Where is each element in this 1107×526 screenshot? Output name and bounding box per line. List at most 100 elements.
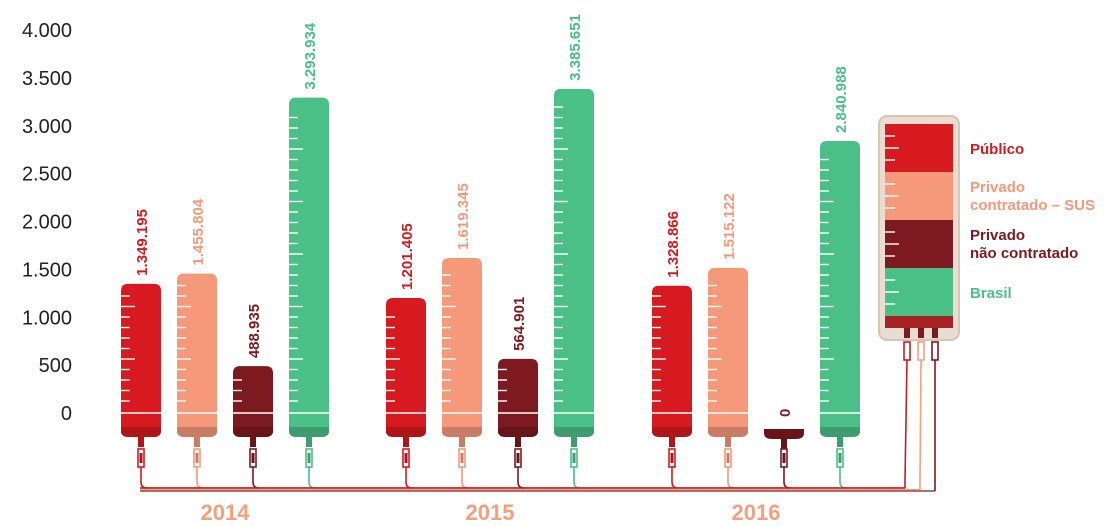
bar-valve-core [516,453,520,463]
bar-base-band [554,427,594,437]
bar-port [725,437,731,447]
bar-valve [137,448,145,468]
y-tick-label: 0 [61,403,72,425]
value-label: 1.328.866 [665,211,682,278]
bar-body [442,257,482,437]
bar-body [289,97,329,437]
y-tick-label: 3.000 [22,116,72,138]
legend-port [932,328,938,338]
value-label: 3.385.651 [567,14,584,81]
bar-base-band [498,427,538,437]
value-label: 0 [777,409,794,417]
bar-valve-core [670,453,674,463]
bar-base-band [652,427,692,437]
bar-body [233,366,273,437]
bar-2015-3 [554,88,594,468]
bar-valve [458,448,466,468]
connector-tube [839,467,847,489]
bar-valve-core [726,453,730,463]
connector-tube [196,467,204,489]
bar-body [554,88,594,437]
bar-valve [668,448,676,468]
bar-base-band [386,427,426,437]
bar-body [386,297,426,437]
connector-tube [573,467,581,489]
connector-tube [517,467,525,489]
y-tick-label: 2.500 [22,164,72,186]
bar-port [669,437,675,447]
bar-body [498,358,538,437]
bar-valve [570,448,578,468]
bar-port [403,437,409,447]
bar-2016-2 [764,429,804,468]
legend-label: Público [970,141,1024,158]
bar-valve-core [307,453,311,463]
value-label: 2.840.988 [833,66,850,133]
bar-body [820,140,860,437]
legend-label: contratado – SUS [970,197,1095,214]
bar-valve [836,448,844,468]
bar-valve [402,448,410,468]
value-label: 1.515.122 [721,193,738,260]
bar-valve [249,448,257,468]
bar-valve-core [251,453,255,463]
bar-body [708,267,748,437]
y-tick-label: 1.000 [22,307,72,329]
bar-2015-1 [442,257,482,468]
bar-base-band [121,427,161,437]
connector-tube [405,467,413,489]
y-tick-label: 500 [39,355,72,377]
y-tick-label: 3.500 [22,68,72,90]
bar-valve-core [460,453,464,463]
bar-port [138,437,144,447]
value-label: 1.455.804 [190,198,207,265]
legend-valve [903,341,911,361]
bar-valve-core [139,453,143,463]
bar-2015-2 [498,358,538,468]
connector-tube [671,467,679,489]
year-label: 2015 [466,500,515,525]
bar-body [177,273,217,437]
bar-port [459,437,465,447]
value-label: 1.619.345 [455,183,472,250]
bar-base-band [708,427,748,437]
legend-label: Brasil [970,285,1012,302]
bar-base-band [177,427,217,437]
legend-valve [931,341,939,361]
value-label: 3.293.934 [302,22,319,89]
connector-tube [783,467,791,489]
legend-label: Privado [970,227,1025,244]
year-labels: 2014 2015 2016 [201,500,781,525]
bar-2014-2 [233,366,273,468]
legend-port [904,328,910,338]
y-tick-label: 2.000 [22,212,72,234]
legend-tube [919,359,922,490]
connector-tube [308,467,316,489]
connector-tubes [140,467,935,492]
bar-valve-core [572,453,576,463]
bar-base-band [289,427,329,437]
bar-port [571,437,577,447]
y-axis: 4.000 3.500 3.000 2.500 2.000 1.500 1.000 500 0 [22,20,72,425]
bar-port [306,437,312,447]
legend-label: não contratado [970,245,1078,262]
bar-2015-0 [386,297,426,468]
bar-port [250,437,256,447]
y-tick-label: 1.500 [22,259,72,281]
y-tick-label: 4.000 [22,20,72,42]
bar-valve-core [404,453,408,463]
bar-bottom [764,429,804,439]
bar-body [121,283,161,437]
value-label: 1.349.195 [134,209,151,276]
bar-valve-core [195,453,199,463]
value-label: 1.201.405 [399,223,416,290]
bar-2016-0 [652,285,692,468]
year-label: 2014 [201,500,251,525]
bar-2014-3 [289,97,329,468]
connector-tube [461,467,469,489]
bar-valve-core [782,453,786,463]
bar-2016-1 [708,267,748,468]
